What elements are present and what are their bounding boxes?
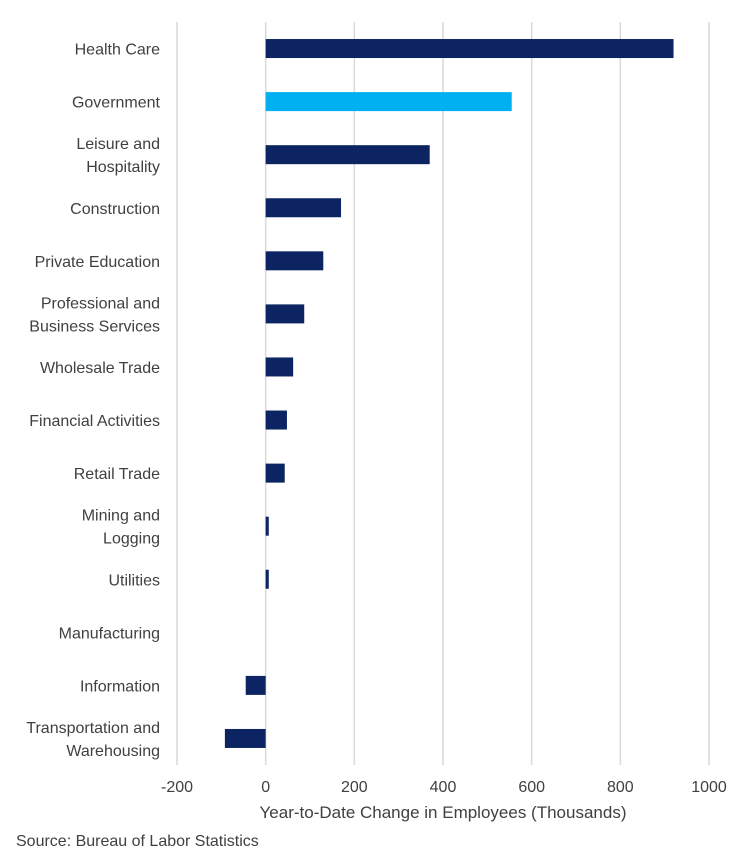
bar-13 (224, 728, 266, 748)
bar-0 (265, 39, 674, 59)
bar-1 (265, 92, 512, 112)
x-tick-label: -200 (161, 779, 193, 796)
category-label: Mining and Logging (82, 508, 160, 548)
bars (224, 39, 674, 748)
category-label: Health Care (75, 42, 160, 59)
x-tick-label: 200 (341, 779, 368, 796)
category-label-line: Professional and (41, 295, 160, 312)
x-tick-label: 1000 (691, 779, 727, 796)
category-label: Construction (70, 201, 160, 218)
category-label-line: Private Education (35, 254, 160, 271)
category-label-line: Transportation and (26, 720, 160, 737)
category-label: Information (80, 678, 160, 695)
category-label-line: Warehousing (66, 743, 160, 760)
category-label-line: Construction (70, 201, 160, 218)
category-label-line: Mining and (82, 508, 160, 525)
category-label: Financial Activities (29, 413, 160, 430)
bar-7 (265, 410, 287, 430)
category-label-line: Health Care (75, 42, 160, 59)
category-label-line: Wholesale Trade (40, 360, 160, 377)
source-note: Source: Bureau of Labor Statistics (16, 833, 259, 850)
category-labels: Health Care Government Leisure and Hospital… (26, 42, 160, 760)
x-tick-label: 600 (518, 779, 545, 796)
category-label: Wholesale Trade (40, 360, 160, 377)
category-label: Leisure and Hospitality (76, 136, 160, 176)
category-label: Government (72, 95, 161, 112)
category-label-line: Retail Trade (74, 466, 160, 483)
category-label: Retail Trade (74, 466, 160, 483)
category-label: Manufacturing (59, 625, 160, 642)
x-tick-label: 400 (430, 779, 457, 796)
bar-6 (265, 357, 294, 377)
gridlines (176, 22, 710, 765)
category-label-line: Government (72, 95, 161, 112)
x-tick-label: 800 (607, 779, 634, 796)
bar-12 (245, 675, 266, 695)
category-label: Professional and Business Services (29, 295, 160, 335)
category-label: Transportation and Warehousing (26, 720, 160, 760)
bar-8 (265, 463, 285, 483)
bar-4 (265, 251, 324, 271)
bar-3 (265, 198, 342, 218)
category-label-line: Logging (103, 531, 160, 548)
category-label-line: Utilities (108, 572, 160, 589)
category-label-line: Information (80, 678, 160, 695)
category-label-line: Leisure and (76, 136, 160, 153)
category-label-line: Hospitality (86, 159, 160, 176)
x-axis-tick-labels: -200 0 200 400 600 800 1000 (161, 779, 727, 796)
bar-2 (265, 145, 430, 165)
category-label-line: Manufacturing (59, 625, 160, 642)
category-label-line: Financial Activities (29, 413, 160, 430)
category-label-line: Business Services (29, 318, 160, 335)
x-axis-title: Year-to-Date Change in Employees (Thousa… (260, 803, 627, 822)
category-label: Utilities (108, 572, 160, 589)
category-label: Private Education (35, 254, 160, 271)
bar-10 (265, 569, 269, 589)
bar-9 (265, 516, 269, 536)
bar-5 (265, 304, 305, 324)
x-tick-label: 0 (261, 779, 270, 796)
